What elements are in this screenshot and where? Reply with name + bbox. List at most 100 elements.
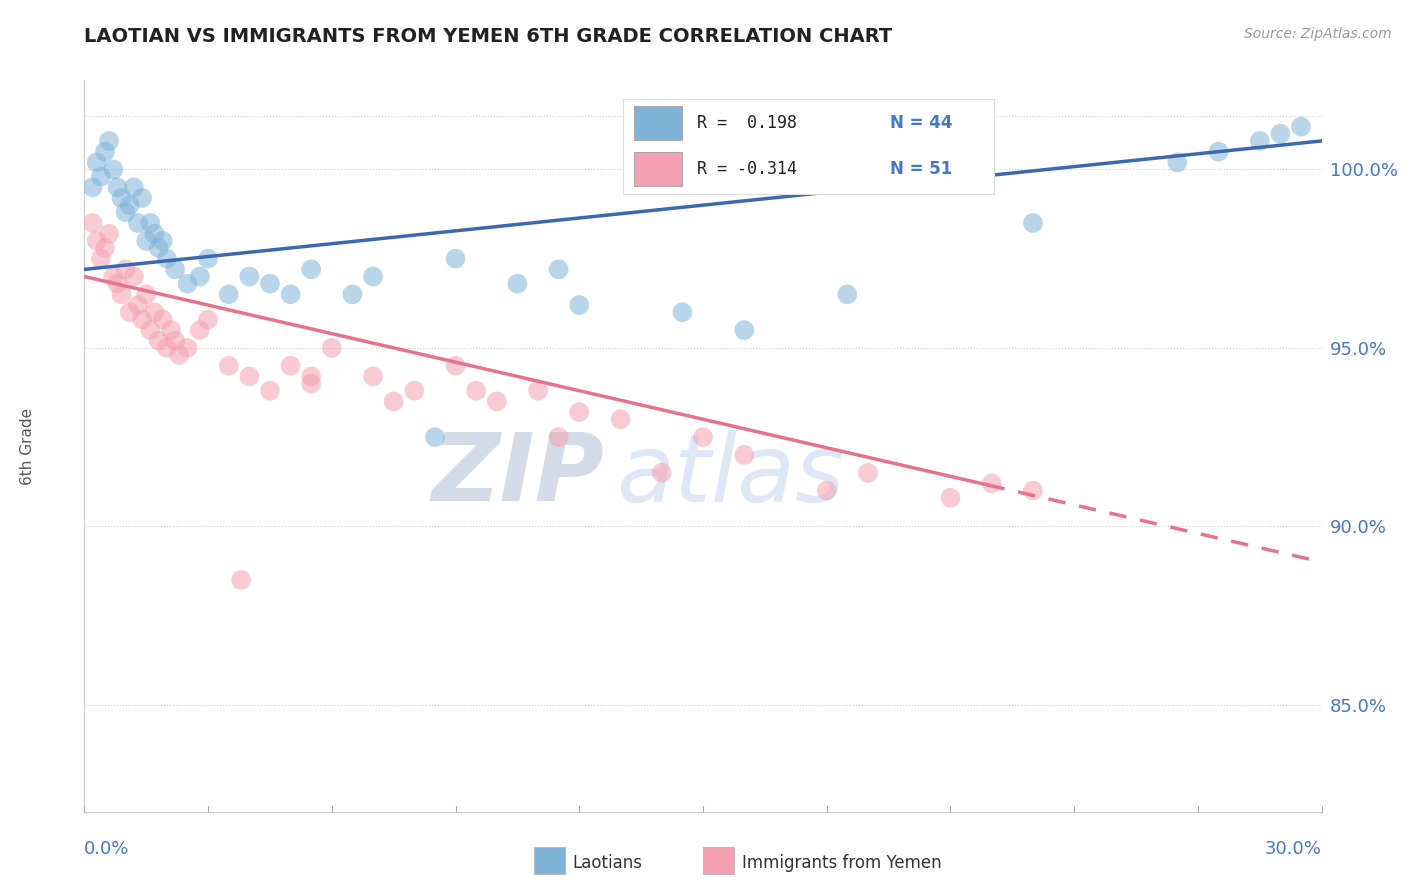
Point bbox=[321, 341, 343, 355]
Point bbox=[1022, 483, 1045, 498]
Point bbox=[127, 216, 149, 230]
Point bbox=[1289, 120, 1312, 134]
Point bbox=[110, 287, 132, 301]
Point bbox=[404, 384, 426, 398]
Point bbox=[939, 491, 962, 505]
Point bbox=[148, 334, 170, 348]
Point bbox=[423, 430, 446, 444]
Point bbox=[139, 323, 162, 337]
Point bbox=[148, 241, 170, 255]
Point bbox=[143, 227, 166, 241]
Text: atlas: atlas bbox=[616, 430, 845, 521]
Text: 0.0%: 0.0% bbox=[84, 840, 129, 858]
Point bbox=[103, 162, 125, 177]
Point bbox=[444, 252, 467, 266]
Point bbox=[114, 205, 136, 219]
Point bbox=[259, 384, 281, 398]
Point bbox=[980, 476, 1002, 491]
Point bbox=[671, 305, 693, 319]
Text: Immigrants from Yemen: Immigrants from Yemen bbox=[742, 854, 942, 871]
Point bbox=[90, 252, 112, 266]
Point bbox=[361, 369, 384, 384]
Point bbox=[165, 262, 187, 277]
Point bbox=[692, 430, 714, 444]
Point bbox=[176, 277, 198, 291]
Point bbox=[82, 216, 104, 230]
Point bbox=[1208, 145, 1230, 159]
Text: ZIP: ZIP bbox=[432, 429, 605, 521]
Point bbox=[299, 262, 322, 277]
Point bbox=[382, 394, 405, 409]
Point bbox=[1166, 155, 1188, 169]
Point bbox=[218, 287, 240, 301]
Point bbox=[238, 269, 260, 284]
Point bbox=[342, 287, 364, 301]
Point bbox=[165, 334, 187, 348]
Text: 30.0%: 30.0% bbox=[1265, 840, 1322, 858]
Text: 6th Grade: 6th Grade bbox=[20, 408, 35, 484]
Point bbox=[86, 155, 108, 169]
Point bbox=[160, 323, 183, 337]
Point bbox=[98, 134, 121, 148]
Point bbox=[1022, 216, 1045, 230]
Point bbox=[1249, 134, 1271, 148]
Point bbox=[547, 262, 569, 277]
Point bbox=[131, 191, 153, 205]
Point bbox=[156, 341, 179, 355]
Point bbox=[547, 430, 569, 444]
Point bbox=[176, 341, 198, 355]
Point bbox=[139, 216, 162, 230]
Point bbox=[527, 384, 550, 398]
Point bbox=[90, 169, 112, 184]
Point bbox=[167, 348, 190, 362]
Point bbox=[122, 180, 145, 194]
Point bbox=[568, 298, 591, 312]
Point bbox=[485, 394, 508, 409]
Point bbox=[131, 312, 153, 326]
Point bbox=[197, 252, 219, 266]
Point bbox=[837, 287, 859, 301]
Point bbox=[651, 466, 673, 480]
Point bbox=[86, 234, 108, 248]
Point bbox=[188, 323, 211, 337]
Point bbox=[152, 312, 174, 326]
Point bbox=[259, 277, 281, 291]
Point bbox=[299, 369, 322, 384]
Point bbox=[94, 241, 117, 255]
Point bbox=[156, 252, 179, 266]
Point bbox=[229, 573, 252, 587]
Point bbox=[815, 483, 838, 498]
Point bbox=[122, 269, 145, 284]
Point bbox=[197, 312, 219, 326]
Point bbox=[82, 180, 104, 194]
Point bbox=[280, 287, 302, 301]
Point bbox=[299, 376, 322, 391]
Point bbox=[361, 269, 384, 284]
Point bbox=[98, 227, 121, 241]
Point bbox=[110, 191, 132, 205]
Text: Source: ZipAtlas.com: Source: ZipAtlas.com bbox=[1244, 27, 1392, 41]
Point bbox=[103, 269, 125, 284]
Point bbox=[444, 359, 467, 373]
Point bbox=[856, 466, 879, 480]
Point bbox=[152, 234, 174, 248]
Point bbox=[105, 277, 128, 291]
Point bbox=[135, 287, 157, 301]
Point bbox=[568, 405, 591, 419]
Point bbox=[118, 305, 141, 319]
Point bbox=[127, 298, 149, 312]
Point bbox=[733, 323, 755, 337]
Point bbox=[105, 180, 128, 194]
Point bbox=[506, 277, 529, 291]
Point bbox=[280, 359, 302, 373]
Point bbox=[114, 262, 136, 277]
Text: LAOTIAN VS IMMIGRANTS FROM YEMEN 6TH GRADE CORRELATION CHART: LAOTIAN VS IMMIGRANTS FROM YEMEN 6TH GRA… bbox=[84, 27, 893, 45]
Point bbox=[218, 359, 240, 373]
Text: Laotians: Laotians bbox=[572, 854, 643, 871]
Point bbox=[1270, 127, 1292, 141]
Point bbox=[238, 369, 260, 384]
Point bbox=[143, 305, 166, 319]
Point bbox=[609, 412, 631, 426]
Point bbox=[94, 145, 117, 159]
Point bbox=[118, 198, 141, 212]
